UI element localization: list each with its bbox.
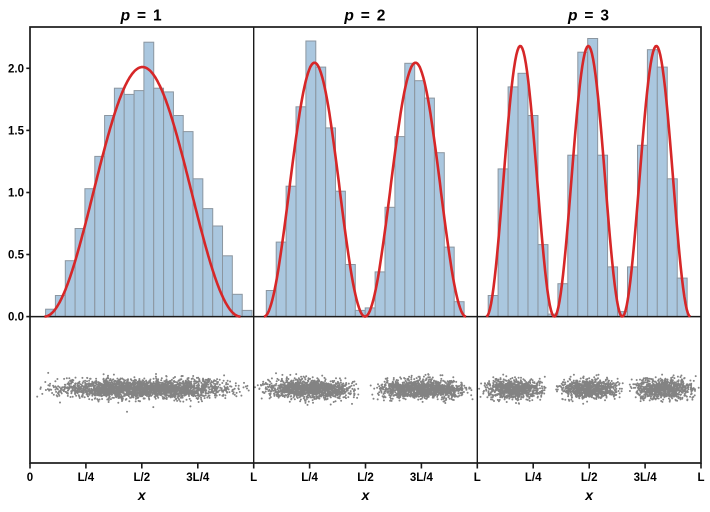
svg-text:L: L: [250, 472, 257, 484]
svg-text:L/2: L/2: [581, 472, 598, 484]
svg-text:L/4: L/4: [301, 472, 318, 484]
svg-text:2.0: 2.0: [8, 63, 24, 75]
svg-text:3L/4: 3L/4: [634, 472, 658, 484]
svg-text:3L/4: 3L/4: [186, 472, 210, 484]
svg-text:1.5: 1.5: [8, 125, 25, 137]
svg-text:p = 3: p = 3: [567, 7, 610, 24]
svg-text:L/4: L/4: [525, 472, 542, 484]
svg-text:0: 0: [27, 472, 33, 484]
svg-text:x: x: [584, 487, 594, 503]
svg-text:L: L: [474, 472, 481, 484]
svg-text:L/4: L/4: [78, 472, 95, 484]
svg-text:x: x: [361, 487, 371, 503]
svg-text:p = 2: p = 2: [343, 7, 386, 24]
svg-text:L: L: [697, 472, 704, 484]
svg-text:1.0: 1.0: [8, 188, 24, 200]
svg-text:p = 1: p = 1: [120, 7, 163, 24]
svg-text:x: x: [137, 487, 147, 503]
svg-text:L/2: L/2: [357, 472, 374, 484]
svg-text:0.5: 0.5: [8, 250, 25, 262]
svg-text:3L/4: 3L/4: [410, 472, 434, 484]
svg-text:L/2: L/2: [133, 472, 150, 484]
svg-text:0.0: 0.0: [8, 312, 24, 324]
